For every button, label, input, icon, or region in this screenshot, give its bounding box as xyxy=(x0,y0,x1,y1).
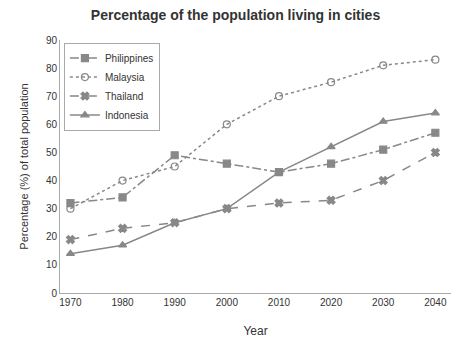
svg-text:Percentage (%) of total popula: Percentage (%) of total population xyxy=(18,83,30,249)
svg-text:Year: Year xyxy=(243,324,267,338)
svg-text:2040: 2040 xyxy=(424,297,447,308)
svg-text:2030: 2030 xyxy=(372,297,395,308)
svg-text:70: 70 xyxy=(46,91,58,102)
svg-text:60: 60 xyxy=(46,119,58,130)
svg-text:50: 50 xyxy=(46,147,58,158)
svg-text:Thailand: Thailand xyxy=(105,91,143,102)
svg-text:20: 20 xyxy=(46,231,58,242)
svg-text:Indonesia: Indonesia xyxy=(105,110,149,121)
svg-text:2010: 2010 xyxy=(268,297,291,308)
svg-text:2020: 2020 xyxy=(320,297,343,308)
svg-text:90: 90 xyxy=(46,35,58,46)
svg-text:Percentage of the population l: Percentage of the population living in c… xyxy=(91,7,381,23)
svg-text:2000: 2000 xyxy=(216,297,239,308)
svg-text:0: 0 xyxy=(51,288,57,299)
svg-text:40: 40 xyxy=(46,175,58,186)
svg-text:10: 10 xyxy=(46,259,58,270)
svg-text:1980: 1980 xyxy=(111,297,134,308)
svg-text:1990: 1990 xyxy=(164,297,187,308)
svg-text:80: 80 xyxy=(46,63,58,74)
svg-text:30: 30 xyxy=(46,203,58,214)
svg-text:Malaysia: Malaysia xyxy=(105,72,145,83)
svg-text:1970: 1970 xyxy=(59,297,82,308)
svg-text:Philippines: Philippines xyxy=(105,53,153,64)
